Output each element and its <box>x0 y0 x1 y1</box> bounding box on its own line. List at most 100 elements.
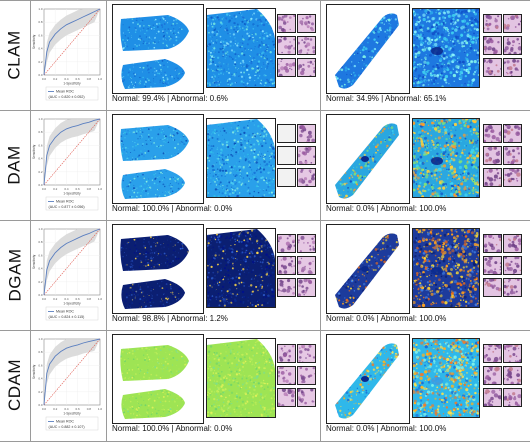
attention-speck <box>122 144 124 146</box>
attention-speck <box>445 138 448 141</box>
attention-speck <box>180 15 182 17</box>
attention-speck <box>246 145 248 147</box>
attention-speck <box>175 57 176 58</box>
patch-nucleus <box>491 47 496 51</box>
attention-speck <box>437 121 442 125</box>
attention-speck <box>434 42 438 47</box>
attention-speck <box>452 175 456 179</box>
attention-speck <box>225 190 227 192</box>
attention-speck <box>143 295 145 297</box>
attention-speck <box>226 158 229 162</box>
attention-speck <box>429 13 432 16</box>
attention-speck <box>364 123 366 124</box>
attention-speck <box>191 19 192 20</box>
attention-speck <box>145 52 147 54</box>
attention-speck <box>119 36 120 37</box>
attention-speck <box>139 76 141 79</box>
patch-nucleus <box>307 138 311 142</box>
attention-speck <box>443 10 446 12</box>
attention-speck <box>354 181 358 184</box>
attention-speck <box>184 243 186 245</box>
attention-speck <box>332 175 335 178</box>
attention-speck <box>120 46 122 48</box>
attention-speck <box>436 155 438 157</box>
attention-speck <box>148 68 150 70</box>
attention-speck <box>438 54 441 57</box>
patch-nucleus <box>312 46 315 50</box>
attention-speck <box>153 158 155 160</box>
attention-speck <box>164 52 165 53</box>
attention-speck <box>263 160 266 163</box>
attention-speck <box>470 21 474 25</box>
attention-speck <box>382 28 384 30</box>
attention-speck <box>212 36 213 38</box>
attention-speck <box>138 167 140 169</box>
attention-speck <box>330 82 332 84</box>
attention-speck <box>470 29 472 32</box>
attention-speck <box>374 194 377 197</box>
attention-speck <box>401 37 403 39</box>
attention-speck <box>474 119 476 121</box>
attention-speck <box>164 20 166 22</box>
attention-speck <box>385 140 387 141</box>
attention-speck <box>144 78 147 81</box>
attention-speck <box>145 36 148 38</box>
attention-speck <box>150 270 153 271</box>
attention-speck <box>153 41 156 43</box>
attention-speck <box>127 37 130 39</box>
attention-speck <box>397 178 399 181</box>
attention-speck <box>259 134 262 137</box>
attention-speck <box>149 186 151 188</box>
attention-speck <box>220 156 222 157</box>
attention-speck <box>373 196 376 198</box>
attention-speck <box>353 14 355 16</box>
attention-speck <box>121 156 123 158</box>
attention-speck <box>344 50 348 54</box>
attention-speck <box>372 159 375 162</box>
attention-speck <box>133 84 135 86</box>
attention-speck <box>140 199 142 201</box>
patch-nucleus <box>508 66 513 71</box>
patch-nucleus <box>280 37 283 39</box>
attention-speck <box>224 169 228 172</box>
attention-speck <box>334 75 335 76</box>
attention-speck <box>192 151 193 152</box>
attention-speck <box>473 59 477 64</box>
attention-speck <box>128 269 130 271</box>
attention-speck <box>172 300 174 302</box>
attention-speck <box>345 194 348 198</box>
attention-speck <box>363 199 365 201</box>
attention-speck <box>361 44 363 46</box>
attention-speck <box>188 61 189 62</box>
attention-speck <box>159 40 161 41</box>
attention-speck <box>253 25 255 27</box>
attention-speck <box>269 51 272 54</box>
attention-speck <box>331 125 332 126</box>
patch-nucleus <box>313 69 315 74</box>
attention-speck <box>150 90 151 91</box>
attention-speck <box>219 135 220 137</box>
attention-speck <box>458 27 461 30</box>
attention-speck <box>350 21 352 23</box>
attention-speck <box>142 143 144 145</box>
attention-speck <box>257 72 259 74</box>
attention-speck <box>159 125 162 126</box>
attention-speck <box>264 19 267 21</box>
attention-speck <box>174 157 175 158</box>
attention-speck <box>439 73 442 76</box>
attention-speck <box>440 65 444 68</box>
attention-speck <box>268 161 271 163</box>
attention-speck <box>431 188 434 190</box>
attention-speck <box>425 54 427 56</box>
attention-speck <box>245 64 248 66</box>
attention-speck <box>122 268 123 270</box>
attention-speck <box>445 56 447 58</box>
attention-speck <box>374 30 377 33</box>
attention-speck <box>157 177 159 178</box>
attention-speck <box>221 160 223 162</box>
attention-speck <box>178 193 180 194</box>
attention-speck <box>160 244 162 246</box>
attention-speck <box>225 39 227 41</box>
attention-speck <box>260 20 263 23</box>
attention-speck <box>181 242 184 245</box>
